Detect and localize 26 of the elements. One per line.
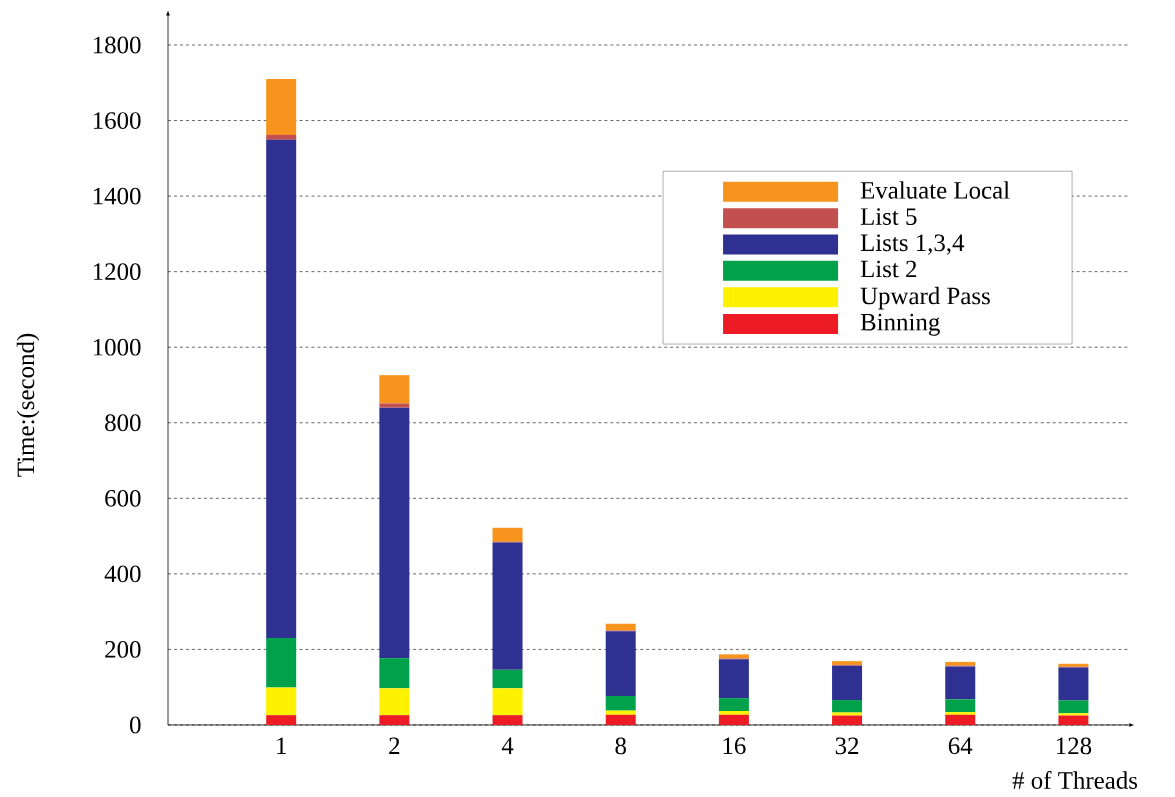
x-tick-label: 16 xyxy=(723,737,746,755)
x-tick-label: 32 xyxy=(835,737,859,755)
y-tick-label: 1400 xyxy=(93,187,141,205)
legend-label: List 5 xyxy=(860,208,917,225)
y-tick-label: 0 xyxy=(130,716,141,734)
y-tick-label: 1000 xyxy=(93,338,141,356)
y-tick-label: 800 xyxy=(105,414,141,432)
legend-label: Upward Pass xyxy=(860,286,990,310)
x-tick-label: 8 xyxy=(615,737,626,755)
legend-label: Evaluate Local xyxy=(860,181,1010,199)
x-tick-label: 1 xyxy=(277,737,286,754)
x-tick-label: 4 xyxy=(501,737,514,754)
y-tick-label: 1600 xyxy=(93,112,141,129)
y-tick-label: 600 xyxy=(105,489,141,507)
x-tick-label: 2 xyxy=(389,737,400,754)
x-axis-title: # of Threads xyxy=(1012,771,1138,789)
x-tick-label: 128 xyxy=(1056,737,1092,755)
y-tick-label: 400 xyxy=(104,565,141,583)
y-tick-label: 200 xyxy=(105,641,141,658)
legend-label: Binning xyxy=(860,313,940,336)
x-tick-label: 64 xyxy=(948,737,973,755)
y-tick-label: 1800 xyxy=(93,36,141,54)
legend-label: Lists 1,3,4 xyxy=(860,234,965,255)
y-tick-label: 1200 xyxy=(93,263,141,281)
legend-label: List 2 xyxy=(860,260,917,278)
y-axis-title: Time:(second) xyxy=(16,333,40,477)
